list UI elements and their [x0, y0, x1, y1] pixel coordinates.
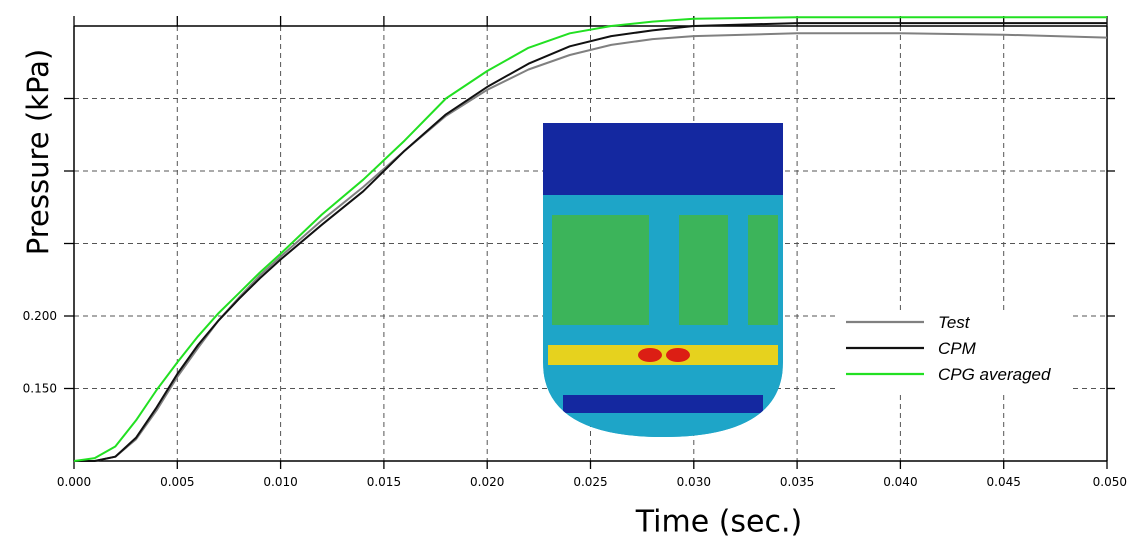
x-tick-label: 0.045	[987, 475, 1021, 489]
y-tick-label: 0.200	[23, 309, 57, 323]
simulation-contour-image	[543, 123, 783, 437]
x-tick-label: 0.000	[57, 475, 91, 489]
x-tick-label: 0.035	[780, 475, 814, 489]
y-tick-label: 0.150	[23, 382, 57, 396]
legend: Test CPM CPG averaged	[835, 312, 1070, 392]
x-tick-label: 0.050	[1093, 475, 1127, 489]
y-axis-ticks: 0.150 0.200	[23, 97, 1115, 396]
series-line-cpg-averaged	[73, 16, 1107, 462]
legend-label-test: Test	[938, 313, 971, 332]
x-tick-label: 0.030	[677, 475, 711, 489]
legend-label-cpm: CPM	[938, 339, 977, 358]
x-tick-label: 0.040	[883, 475, 917, 489]
x-axis-ticks: 0.000 0.005 0.010 0.015 0.020 0.025 0.030 0.035…	[57, 16, 1127, 489]
legend-label-cpg-averaged: CPG averaged	[938, 365, 1051, 384]
y-axis-title: Pressure (kPa)	[21, 49, 55, 255]
x-axis-title: Time (sec.)	[635, 505, 802, 540]
series-line-test	[74, 32, 1108, 462]
x-tick-label: 0.020	[470, 475, 504, 489]
x-tick-label: 0.025	[573, 475, 607, 489]
series-line-cpm	[74, 22, 1107, 462]
legend-background	[835, 312, 1070, 392]
x-tick-label: 0.015	[367, 475, 401, 489]
x-tick-label: 0.010	[263, 475, 297, 489]
series-lines	[73, 16, 1108, 462]
x-tick-label: 0.005	[160, 475, 194, 489]
